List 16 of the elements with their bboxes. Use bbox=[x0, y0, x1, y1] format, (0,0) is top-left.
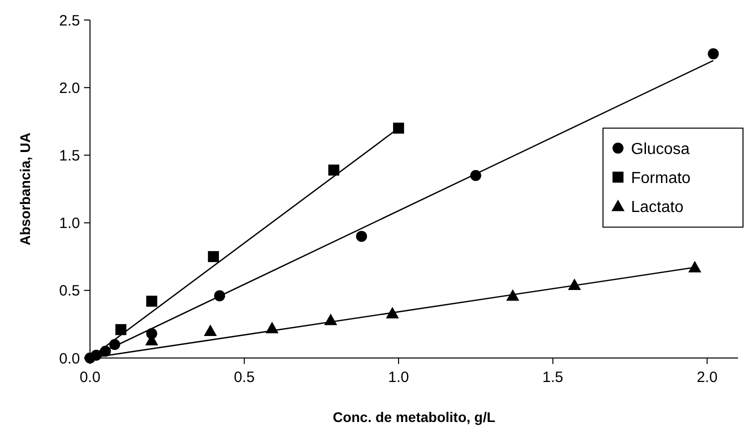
y-tick-label: 2.0 bbox=[59, 80, 80, 97]
x-tick-label: 0.0 bbox=[80, 369, 100, 386]
x-axis-title: Conc. de metabolito, g/L bbox=[332, 409, 496, 425]
x-tick-label: 1.0 bbox=[388, 369, 409, 386]
legend-label: Formato bbox=[631, 170, 691, 187]
y-axis-title: Absorbancia, UA bbox=[17, 132, 33, 246]
legend-label: Lactato bbox=[631, 198, 684, 216]
x-tick-label: 1.5 bbox=[542, 369, 564, 386]
x-tick-label: 2.0 bbox=[696, 369, 718, 386]
y-tick-label: 0.0 bbox=[59, 350, 80, 368]
y-tick-label: 0.5 bbox=[59, 282, 80, 300]
y-tick-label: 1.5 bbox=[59, 147, 80, 164]
x-tick-label: 0.5 bbox=[234, 369, 255, 386]
y-tick-label: 2.5 bbox=[59, 12, 80, 30]
legend-label: Glucosa bbox=[631, 140, 690, 158]
y-tick-label: 1.0 bbox=[59, 215, 80, 232]
